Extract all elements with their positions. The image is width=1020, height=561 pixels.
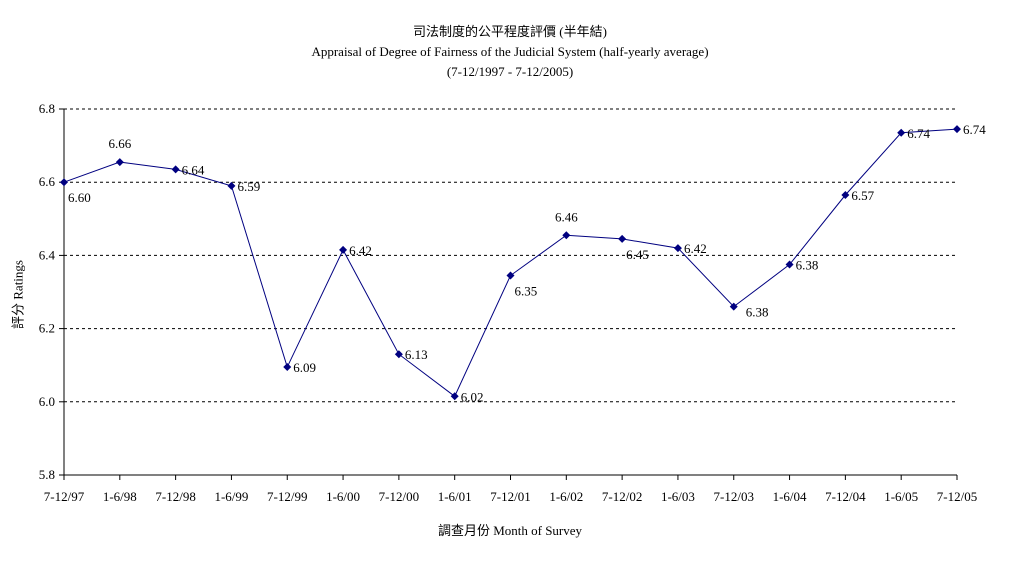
data-label: 6.46 (555, 209, 578, 224)
data-markers (60, 125, 961, 401)
axes (59, 108, 958, 480)
data-label: 6.35 (515, 284, 538, 299)
y-tick-label: 6.8 (39, 101, 55, 116)
data-label: 6.13 (405, 347, 428, 362)
x-tick-label: 1-6/00 (326, 489, 360, 504)
x-tick-label: 7-12/97 (44, 489, 85, 504)
data-marker (506, 271, 515, 280)
data-marker (562, 231, 571, 240)
data-label: 6.42 (349, 243, 372, 258)
data-marker (841, 191, 850, 200)
data-label: 6.45 (626, 247, 649, 262)
data-marker (618, 234, 627, 243)
x-tick-label: 7-12/05 (937, 489, 977, 504)
data-label: 6.09 (293, 360, 316, 375)
x-tick-label: 7-12/01 (490, 489, 530, 504)
gridlines (64, 108, 957, 403)
x-tick-label: 1-6/04 (773, 489, 807, 504)
x-tick-label: 7-12/00 (379, 489, 419, 504)
data-marker (283, 363, 292, 372)
y-tick-label: 6.6 (39, 174, 56, 189)
data-marker (60, 178, 68, 187)
x-tick-label: 1-6/03 (661, 489, 695, 504)
data-label: 6.64 (182, 162, 205, 177)
y-tick-label: 6.2 (39, 321, 55, 336)
data-label: 6.60 (68, 190, 91, 205)
data-marker (171, 165, 180, 174)
data-label: 6.74 (907, 126, 930, 141)
data-marker (115, 158, 124, 167)
data-label: 6.59 (237, 179, 260, 194)
y-tick-label: 6.4 (39, 247, 56, 262)
x-tick-labels: 7-12/97 1-6/98 7-12/98 1-6/99 7-12/99 1-6/00 7… (44, 489, 977, 504)
data-marker (673, 244, 682, 253)
data-marker (953, 125, 961, 134)
data-marker (394, 350, 403, 359)
x-tick-label: 1-6/02 (549, 489, 583, 504)
x-tick-label: 7-12/02 (602, 489, 642, 504)
data-label: 6.57 (851, 188, 874, 203)
data-label: 6.74 (963, 122, 986, 137)
y-axis-title: 評分 Ratings (10, 260, 26, 329)
chart-subtitle: Appraisal of Degree of Fairness of the J… (311, 44, 709, 59)
y-tick-label: 6.0 (39, 394, 55, 409)
x-tick-label: 1-6/98 (103, 489, 137, 504)
data-label: 6.42 (684, 241, 707, 256)
x-tick-label: 7-12/03 (714, 489, 754, 504)
data-label: 6.66 (108, 136, 131, 151)
data-labels: 6.60 6.66 6.64 6.59 6.09 6.42 6.13 6.02 6.35 6.46… (68, 122, 986, 404)
y-tick-label: 5.8 (39, 467, 55, 482)
x-tick-label: 7-12/98 (155, 489, 195, 504)
data-label: 6.38 (796, 258, 819, 273)
chart-title: 司法制度的公平程度評價 (半年結) (413, 24, 607, 39)
y-tick-labels: 5.8 6.0 6.2 6.4 6.6 6.8 (39, 101, 56, 482)
data-marker (227, 181, 236, 190)
data-marker (785, 260, 794, 269)
data-marker (339, 245, 348, 254)
x-tick-label: 7-12/04 (825, 489, 866, 504)
chart-period: (7-12/1997 - 7-12/2005) (446, 64, 574, 79)
chart-title-block: 司法制度的公平程度評價 (半年結) Appraisal of Degree of… (0, 22, 1020, 82)
x-tick-label: 7-12/99 (267, 489, 307, 504)
data-marker (450, 392, 459, 401)
data-label: 6.38 (746, 305, 769, 320)
data-label: 6.02 (461, 389, 484, 404)
data-marker (897, 128, 906, 137)
x-tick-label: 1-6/01 (438, 489, 472, 504)
x-tick-label: 1-6/99 (214, 489, 248, 504)
data-marker (729, 302, 738, 311)
x-axis-title: 調查月份 Month of Survey (437, 523, 583, 538)
x-tick-label: 1-6/05 (884, 489, 918, 504)
